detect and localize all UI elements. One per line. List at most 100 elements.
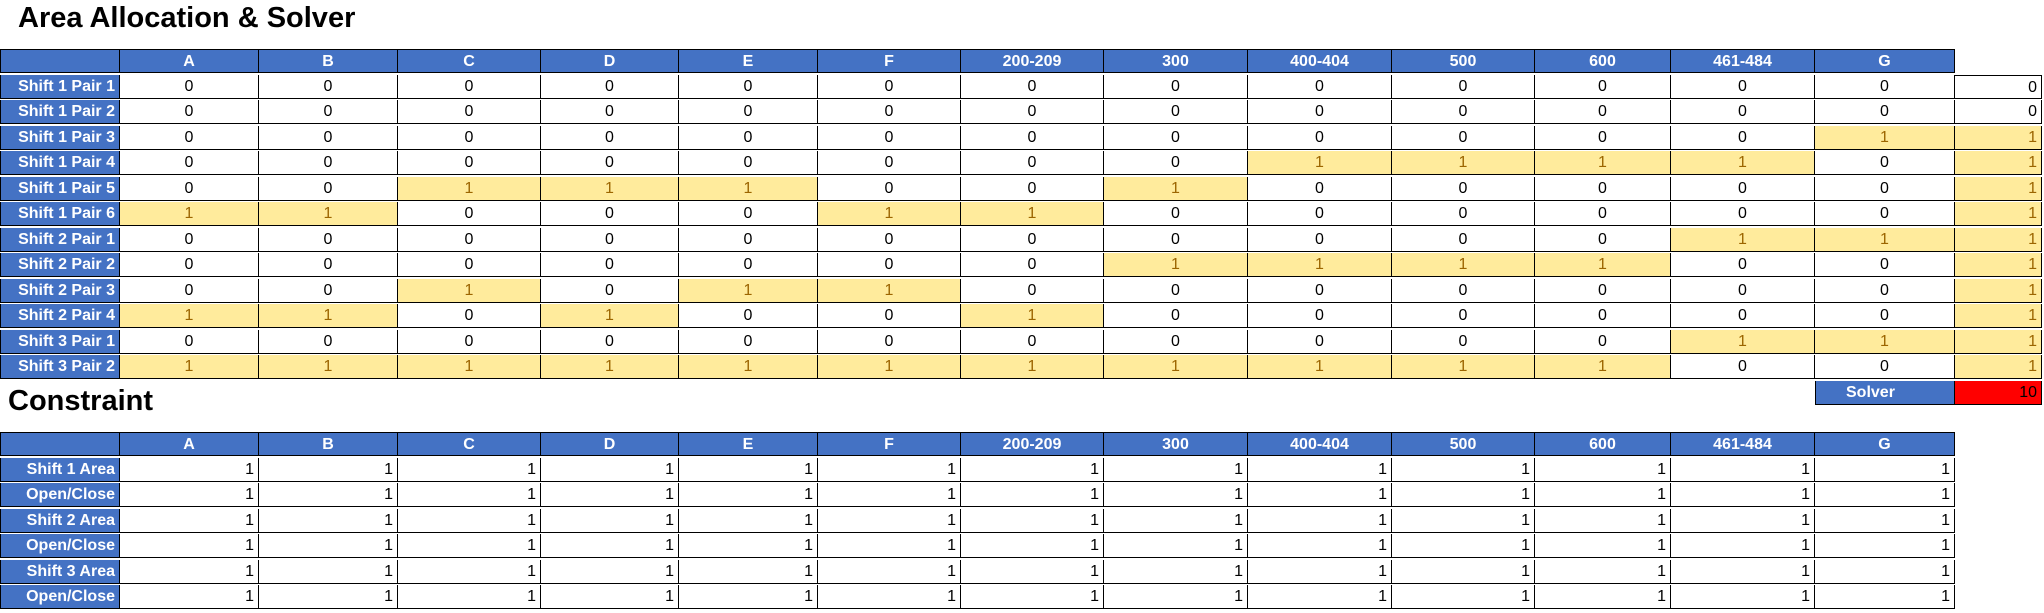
- value-cell[interactable]: 1: [120, 508, 259, 533]
- value-cell[interactable]: 0: [120, 100, 259, 124]
- row-label[interactable]: Shift 3 Pair 2: [0, 355, 120, 379]
- value-cell[interactable]: 1: [541, 304, 679, 328]
- value-cell[interactable]: 0: [1392, 100, 1535, 124]
- value-cell[interactable]: 0: [1392, 304, 1535, 328]
- value-cell[interactable]: 1: [398, 508, 541, 533]
- row-total-cell[interactable]: 1: [1955, 176, 2042, 201]
- value-cell[interactable]: 1: [1104, 559, 1248, 584]
- value-cell[interactable]: 0: [259, 329, 398, 354]
- row-label[interactable]: Shift 2 Pair 1: [0, 227, 120, 252]
- value-cell[interactable]: 1: [961, 202, 1104, 226]
- value-cell[interactable]: 1: [398, 176, 541, 201]
- value-cell[interactable]: 1: [1535, 508, 1671, 533]
- row-total-cell[interactable]: 1: [1955, 329, 2042, 354]
- value-cell[interactable]: 0: [818, 329, 961, 354]
- row-total-cell[interactable]: 1: [1955, 278, 2042, 303]
- value-cell[interactable]: 0: [1248, 278, 1392, 303]
- column-header[interactable]: 600: [1535, 49, 1671, 73]
- value-cell[interactable]: 0: [1671, 304, 1815, 328]
- value-cell[interactable]: 0: [679, 253, 818, 277]
- value-cell[interactable]: 0: [541, 278, 679, 303]
- value-cell[interactable]: 1: [1671, 508, 1815, 533]
- value-cell[interactable]: 0: [1535, 100, 1671, 124]
- value-cell[interactable]: 0: [1104, 278, 1248, 303]
- column-header[interactable]: C: [398, 432, 541, 456]
- row-label[interactable]: Shift 1 Pair 3: [0, 125, 120, 150]
- value-cell[interactable]: 1: [398, 559, 541, 584]
- value-cell[interactable]: 0: [1671, 202, 1815, 226]
- value-cell[interactable]: 0: [1815, 355, 1955, 379]
- value-cell[interactable]: 1: [1248, 253, 1392, 277]
- value-cell[interactable]: 1: [1671, 227, 1815, 252]
- value-cell[interactable]: 1: [1104, 253, 1248, 277]
- value-cell[interactable]: 1: [541, 508, 679, 533]
- row-label[interactable]: Shift 1 Pair 6: [0, 202, 120, 226]
- value-cell[interactable]: 1: [541, 176, 679, 201]
- value-cell[interactable]: 0: [1104, 202, 1248, 226]
- value-cell[interactable]: 1: [1535, 355, 1671, 379]
- value-cell[interactable]: 1: [1671, 329, 1815, 354]
- value-cell[interactable]: 1: [120, 483, 259, 507]
- value-cell[interactable]: 0: [541, 125, 679, 150]
- column-header[interactable]: 600: [1535, 432, 1671, 456]
- row-label[interactable]: Shift 1 Pair 2: [0, 100, 120, 124]
- value-cell[interactable]: 0: [541, 253, 679, 277]
- value-cell[interactable]: 1: [398, 585, 541, 609]
- value-cell[interactable]: 0: [120, 151, 259, 175]
- value-cell[interactable]: 1: [1815, 227, 1955, 252]
- row-total-cell[interactable]: 0: [1955, 74, 2042, 99]
- value-cell[interactable]: 1: [120, 559, 259, 584]
- value-cell[interactable]: 1: [259, 508, 398, 533]
- value-cell[interactable]: 0: [1104, 227, 1248, 252]
- value-cell[interactable]: 0: [679, 74, 818, 99]
- value-cell[interactable]: 0: [1248, 125, 1392, 150]
- value-cell[interactable]: 1: [1535, 151, 1671, 175]
- value-cell[interactable]: 0: [961, 278, 1104, 303]
- value-cell[interactable]: 1: [679, 483, 818, 507]
- value-cell[interactable]: 0: [1815, 176, 1955, 201]
- value-cell[interactable]: 1: [259, 355, 398, 379]
- value-cell[interactable]: 0: [679, 329, 818, 354]
- column-header[interactable]: 500: [1392, 49, 1535, 73]
- row-label[interactable]: Shift 2 Area: [0, 508, 120, 533]
- value-cell[interactable]: 1: [818, 202, 961, 226]
- value-cell[interactable]: 0: [818, 100, 961, 124]
- value-cell[interactable]: 0: [961, 125, 1104, 150]
- value-cell[interactable]: 1: [1392, 355, 1535, 379]
- value-cell[interactable]: 1: [541, 585, 679, 609]
- value-cell[interactable]: 0: [541, 100, 679, 124]
- value-cell[interactable]: 0: [1671, 100, 1815, 124]
- row-total-cell[interactable]: 1: [1955, 151, 2042, 175]
- value-cell[interactable]: 1: [1392, 559, 1535, 584]
- value-cell[interactable]: 0: [120, 227, 259, 252]
- value-cell[interactable]: 0: [1248, 74, 1392, 99]
- value-cell[interactable]: 0: [398, 227, 541, 252]
- value-cell[interactable]: 1: [1248, 534, 1392, 558]
- value-cell[interactable]: 1: [1248, 151, 1392, 175]
- value-cell[interactable]: 0: [1104, 329, 1248, 354]
- value-cell[interactable]: 1: [1392, 151, 1535, 175]
- value-cell[interactable]: 0: [679, 151, 818, 175]
- value-cell[interactable]: 1: [818, 355, 961, 379]
- value-cell[interactable]: 1: [818, 483, 961, 507]
- value-cell[interactable]: 0: [1815, 151, 1955, 175]
- value-cell[interactable]: 1: [398, 355, 541, 379]
- value-cell[interactable]: 0: [398, 202, 541, 226]
- column-header[interactable]: D: [541, 432, 679, 456]
- value-cell[interactable]: 1: [961, 355, 1104, 379]
- value-cell[interactable]: 0: [120, 74, 259, 99]
- value-cell[interactable]: 0: [1815, 278, 1955, 303]
- value-cell[interactable]: 0: [961, 74, 1104, 99]
- row-label[interactable]: Shift 1 Pair 1: [0, 74, 120, 99]
- column-header[interactable]: A: [120, 432, 259, 456]
- value-cell[interactable]: 1: [961, 534, 1104, 558]
- value-cell[interactable]: 0: [818, 253, 961, 277]
- column-header[interactable]: F: [818, 432, 961, 456]
- column-header[interactable]: B: [259, 432, 398, 456]
- value-cell[interactable]: 1: [1392, 585, 1535, 609]
- value-cell[interactable]: 1: [1535, 253, 1671, 277]
- value-cell[interactable]: 0: [1248, 227, 1392, 252]
- value-cell[interactable]: 0: [1104, 100, 1248, 124]
- value-cell[interactable]: 1: [1815, 559, 1955, 584]
- value-cell[interactable]: 1: [1671, 534, 1815, 558]
